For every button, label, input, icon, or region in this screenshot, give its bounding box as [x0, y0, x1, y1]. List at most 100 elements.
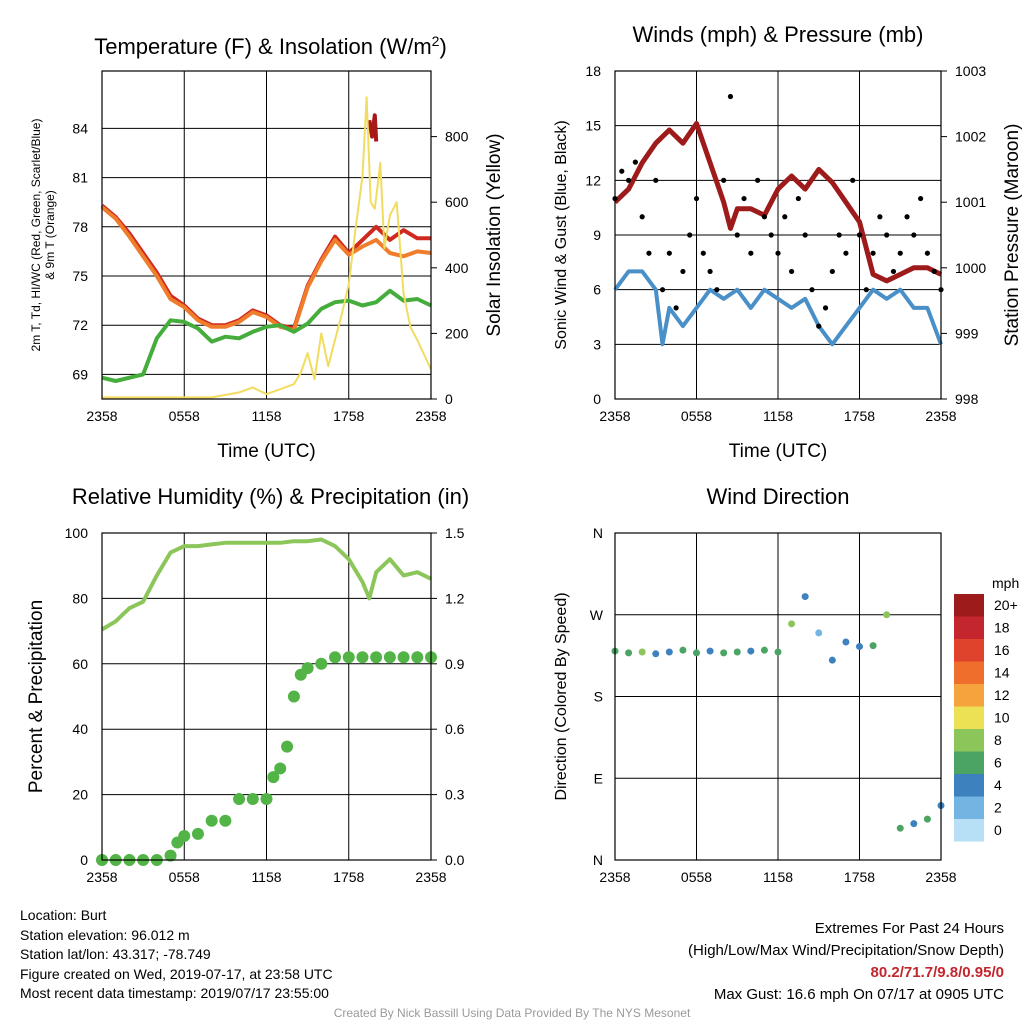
- colorbar-label: 12: [994, 687, 1010, 703]
- colorbar-swatch: [954, 774, 984, 797]
- data-point: [260, 792, 273, 805]
- station-location: Location: Burt: [20, 907, 107, 923]
- figure-created: Figure created on Wed, 2019-07-17, at 23…: [20, 965, 333, 982]
- data-point: [164, 849, 177, 862]
- y-tick-label: 84: [72, 120, 88, 136]
- data-point: [301, 662, 314, 675]
- series-line: [100, 205, 432, 333]
- direction-point: [720, 649, 728, 657]
- chart-title: Relative Humidity (%) & Precipitation (i…: [72, 484, 469, 509]
- data-point: [755, 177, 761, 183]
- direction-point: [706, 647, 714, 655]
- data-point: [734, 232, 740, 238]
- data-point: [721, 177, 727, 183]
- data-point: [287, 690, 300, 703]
- data-point: [397, 651, 410, 664]
- direction-point: [665, 648, 673, 656]
- data-point: [843, 250, 849, 256]
- data-point: [931, 268, 937, 275]
- data-point: [918, 195, 924, 202]
- right-axis-label: Station Pressure (Maroon): [1002, 124, 1023, 347]
- x-tick-label: 1158: [251, 869, 281, 885]
- series-line: [613, 269, 943, 347]
- data-point: [646, 250, 652, 256]
- y-axis-label: Sonic Wind & Gust (Blue, Black): [553, 120, 570, 349]
- recent-timestamp: Most recent data timestamp: 2019/07/17 2…: [20, 985, 329, 1001]
- right-tick-label: 400: [445, 260, 469, 276]
- data-point: [741, 195, 747, 202]
- station-elevation: Station elevation: 96.012 m: [20, 926, 190, 943]
- series-line: [101, 288, 432, 383]
- data-point: [653, 177, 659, 183]
- colorbar-label: 4: [994, 777, 1002, 793]
- max-gust: Max Gust: 16.6 mph On 07/17 at 0905 UTC: [713, 986, 1004, 1003]
- data-point: [329, 651, 342, 664]
- colorbar-title: mph: [992, 575, 1019, 591]
- y-axis-label: 2m T, Td, HI/WC (Red, Green, Scarlet/Blu…: [29, 119, 43, 352]
- data-point: [822, 305, 829, 311]
- x-tick-label: 0558: [169, 869, 200, 885]
- chart-title: Temperature (F) & Insolation (W/m2): [94, 33, 447, 59]
- x-tick-label: 2358: [925, 869, 956, 885]
- direction-point: [679, 646, 687, 654]
- y-tick-label: 81: [72, 170, 88, 186]
- data-point: [625, 177, 632, 183]
- direction-point: [652, 650, 660, 658]
- x-axis-label: Time (UTC): [729, 441, 828, 462]
- direction-point: [760, 646, 768, 654]
- colorbar-label: 16: [994, 642, 1010, 658]
- x-tick-label: 1158: [763, 869, 793, 885]
- colorbar-label: 8: [994, 732, 1002, 748]
- direction-point: [801, 593, 809, 601]
- y-tick-label: 18: [585, 63, 601, 79]
- chart-title: Winds (mph) & Pressure (mb): [633, 22, 924, 47]
- data-point: [191, 827, 204, 840]
- y-tick-label: 40: [72, 721, 88, 737]
- y-tick-label: N: [593, 525, 603, 541]
- data-point: [836, 232, 842, 238]
- data-point: [768, 232, 774, 238]
- colorbar-swatch: [954, 639, 984, 662]
- direction-point: [788, 620, 796, 628]
- direction-point: [842, 638, 850, 646]
- x-tick-label: 1758: [844, 408, 875, 424]
- data-point: [782, 214, 788, 220]
- data-point: [748, 250, 754, 256]
- y-tick-label: 3: [593, 336, 601, 352]
- colorbar-swatch: [954, 819, 984, 842]
- right-tick-label: 1002: [955, 129, 986, 145]
- data-point: [775, 250, 781, 256]
- data-point: [761, 214, 768, 220]
- x-tick-label: 2358: [415, 408, 446, 424]
- right-tick-label: 0.0: [445, 852, 465, 868]
- right-tick-label: 1003: [955, 63, 986, 79]
- direction-point: [828, 656, 836, 664]
- right-tick-label: 998: [955, 391, 979, 407]
- station-latlon: Station lat/lon: 43.317; -78.749: [20, 946, 211, 962]
- y-tick-label: 0: [80, 852, 88, 868]
- y-tick-label: 9: [593, 227, 601, 243]
- data-point: [795, 195, 801, 202]
- y-axis-label: Percent & Precipitation: [26, 600, 47, 793]
- temperature-panel: 2358 0558 1158 1758 2358 69 72 75 78 81 84 0 200 400 6…: [29, 33, 505, 462]
- data-point: [693, 195, 700, 202]
- colorbar-swatch: [954, 616, 984, 639]
- data-point: [383, 651, 396, 664]
- data-point: [788, 268, 795, 275]
- right-tick-label: 0: [445, 391, 453, 407]
- series-line: [367, 113, 379, 142]
- wind-direction-panel: 2358 0558 1158 1758 2358NESWNmph20+181614121…: [553, 484, 1019, 885]
- right-tick-label: 1.5: [445, 525, 465, 541]
- data-point: [205, 814, 218, 827]
- x-tick-label: 1758: [844, 869, 875, 885]
- y-axis-label: Direction (Colored By Speed): [553, 592, 570, 800]
- x-tick-label: 0558: [681, 869, 712, 885]
- series-line: [613, 121, 943, 284]
- right-tick-label: 999: [955, 325, 979, 341]
- data-point: [727, 93, 734, 100]
- y-tick-label: 100: [65, 525, 89, 541]
- direction-point: [883, 611, 891, 619]
- title-main: Temperature (F) & Insolation (W/m: [94, 34, 431, 59]
- y-tick-label: S: [594, 689, 603, 705]
- direction-point: [815, 629, 823, 637]
